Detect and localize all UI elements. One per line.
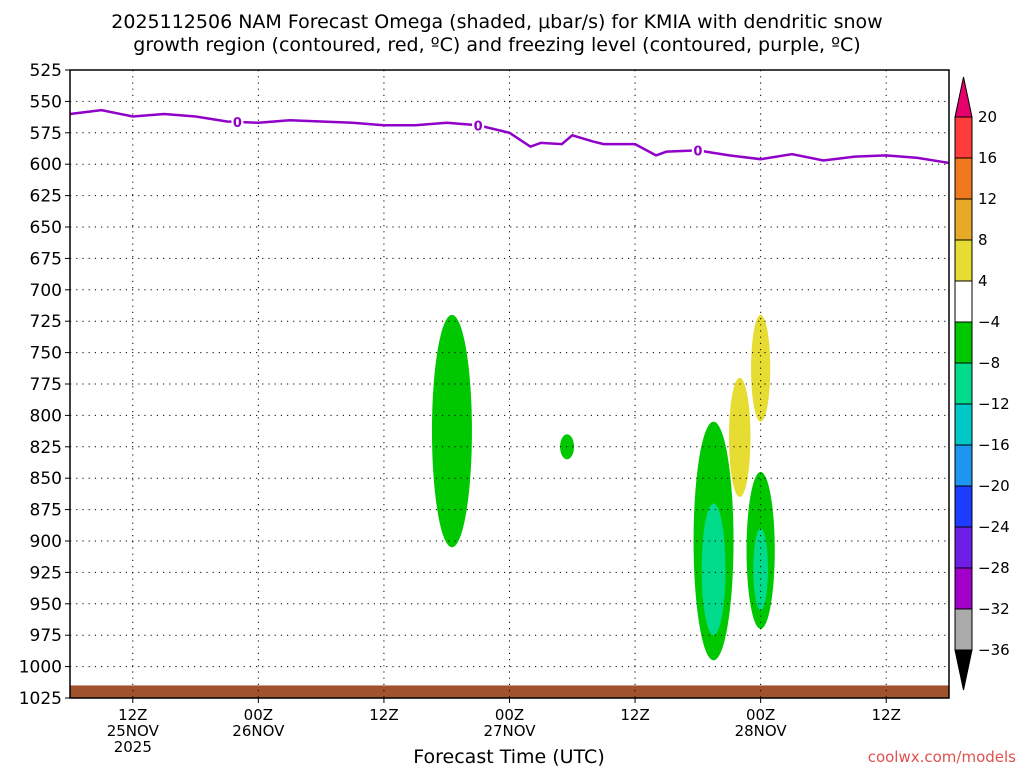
colorbar: 20 16 12 8 4 −4 −8 −12 −16 −20 −24 −28 −32 −36 bbox=[954, 76, 1010, 691]
y-tick-label: 525 bbox=[30, 61, 62, 81]
colorbar-box bbox=[954, 280, 973, 323]
colorbar-label: −16 bbox=[978, 436, 1010, 454]
colorbar-box bbox=[954, 116, 973, 159]
x-tick-label: 27NOV bbox=[483, 722, 536, 740]
freezing-level-line bbox=[69, 108, 950, 165]
y-tick-label: 875 bbox=[30, 501, 62, 521]
colorbar-box bbox=[954, 567, 973, 610]
colorbar-box bbox=[954, 157, 973, 200]
y-tick-label: 800 bbox=[30, 406, 62, 426]
y-tick-label: 1000 bbox=[19, 658, 62, 678]
y-tick-label: 700 bbox=[30, 281, 62, 301]
y-tick-label: 850 bbox=[30, 469, 62, 489]
x-tick-label: 2025 bbox=[114, 738, 152, 756]
freezing-level-label: 0 bbox=[693, 144, 702, 159]
y-tick-label: 975 bbox=[30, 626, 62, 646]
colorbar-box bbox=[954, 444, 973, 487]
colorbar-label: 12 bbox=[978, 190, 997, 208]
x-tick-label: 28NOV bbox=[735, 722, 788, 740]
x-tick-label: 25NOV bbox=[107, 722, 160, 740]
x-tick-label: 00Z bbox=[244, 706, 273, 724]
y-tick-label: 725 bbox=[30, 312, 62, 332]
colorbar-label: −12 bbox=[978, 395, 1010, 413]
freezing-label-bg bbox=[472, 117, 485, 133]
colorbar-over-arrow bbox=[954, 76, 973, 118]
colorbar-label: −8 bbox=[978, 354, 1000, 372]
colorbar-label: 4 bbox=[978, 272, 988, 290]
chart-title-line2: growth region (contoured, red, ºC) and f… bbox=[133, 34, 860, 56]
colorbar-label: 20 bbox=[978, 108, 997, 126]
freezing-label-bg bbox=[691, 142, 704, 158]
colorbar-label: −4 bbox=[978, 313, 1000, 331]
colorbar-box bbox=[954, 526, 973, 569]
x-tick-label: 12Z bbox=[620, 706, 649, 724]
colorbar-label: 16 bbox=[978, 149, 997, 167]
freezing-label-bg bbox=[231, 113, 244, 129]
colorbar-label: 8 bbox=[978, 231, 988, 249]
freezing-level-label: 0 bbox=[474, 119, 483, 134]
ground-layer bbox=[70, 685, 949, 698]
freezing-level-contour: 0 0 0 bbox=[69, 108, 950, 165]
omega-region-6 bbox=[728, 377, 751, 498]
x-tick-label: 12Z bbox=[369, 706, 398, 724]
y-tick-label: 775 bbox=[30, 375, 62, 395]
colorbar-box bbox=[954, 321, 973, 364]
omega-region-0 bbox=[431, 314, 472, 548]
colorbar-label: −28 bbox=[978, 559, 1010, 577]
y-tick-label: 950 bbox=[30, 595, 62, 615]
chart-title-line1: 2025112506 NAM Forecast Omega (shaded, μ… bbox=[111, 11, 882, 33]
y-tick-label: 900 bbox=[30, 532, 62, 552]
y-tick-label: 650 bbox=[30, 218, 62, 238]
freezing-level-label: 0 bbox=[233, 116, 242, 131]
colorbar-under-arrow bbox=[954, 649, 973, 691]
x-tick-label: 12Z bbox=[118, 706, 147, 724]
x-axis-label: Forecast Time (UTC) bbox=[413, 746, 604, 768]
colorbar-box bbox=[954, 198, 973, 241]
colorbar-label: −24 bbox=[978, 518, 1010, 536]
colorbar-label: −20 bbox=[978, 477, 1010, 495]
colorbar-box bbox=[954, 403, 973, 446]
y-tick-label: 575 bbox=[30, 124, 62, 144]
colorbar-label: −32 bbox=[978, 600, 1010, 618]
credit-text: coolwx.com/models bbox=[868, 748, 1016, 766]
omega-region-5 bbox=[753, 528, 768, 611]
colorbar-box bbox=[954, 362, 973, 405]
omega-shading bbox=[431, 314, 775, 661]
omega-region-3 bbox=[701, 503, 726, 636]
y-tick-label: 675 bbox=[30, 249, 62, 269]
colorbar-box bbox=[954, 239, 973, 282]
y-tick-label: 625 bbox=[30, 187, 62, 207]
y-tick-label: 825 bbox=[30, 438, 62, 458]
x-tick-label: 26NOV bbox=[232, 722, 285, 740]
y-tick-label: 550 bbox=[30, 92, 62, 112]
y-tick-label: 600 bbox=[30, 155, 62, 175]
x-tick-label: 00Z bbox=[495, 706, 524, 724]
grid-lines bbox=[70, 70, 949, 698]
y-tick-label: 925 bbox=[30, 563, 62, 583]
y-tick-label: 1025 bbox=[19, 689, 62, 709]
y-tick-label: 750 bbox=[30, 344, 62, 364]
ground-fill bbox=[70, 685, 949, 698]
x-tick-label: 12Z bbox=[872, 706, 901, 724]
colorbar-box bbox=[954, 485, 973, 528]
colorbar-box bbox=[954, 608, 973, 651]
colorbar-label: −36 bbox=[978, 641, 1010, 659]
y-axis: 525 550 575 600 625 650 675 700 725 750 775 800 825 8… bbox=[19, 61, 70, 709]
x-tick-label: 00Z bbox=[746, 706, 775, 724]
